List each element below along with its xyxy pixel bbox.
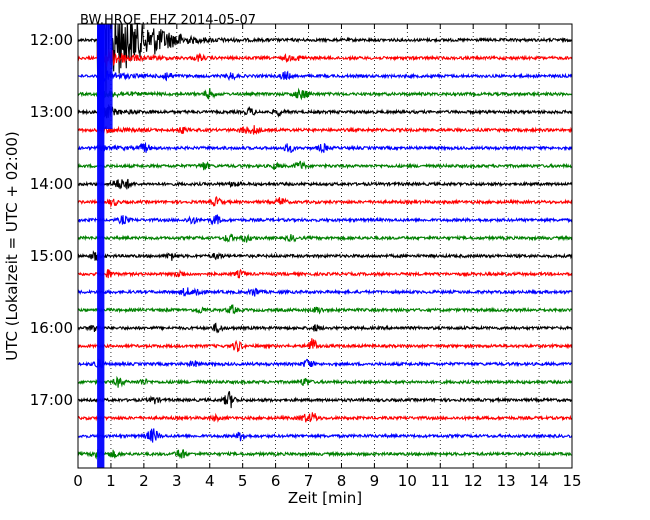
y-tick-label: 17:00 [30,391,73,409]
trace-15:00 [78,250,572,261]
trace-14:00 [78,178,572,190]
event-clipped-signal-top [97,24,113,129]
trace-14:45 [78,233,572,243]
trace-15:45 [78,304,572,315]
traces [78,24,572,468]
trace-14:15 [78,195,572,209]
event-clipped-signal [97,24,105,468]
y-tick-label: 15:00 [30,247,73,265]
trace-13:45 [78,160,572,171]
x-tick-label: 14 [530,472,549,490]
trace-16:45 [78,375,572,388]
y-tick-label: 13:00 [30,103,73,121]
chart-title: BW.HROE..EHZ 2014-05-07 [80,13,256,28]
trace-14:30 [78,214,572,226]
x-tick-label: 5 [238,472,248,490]
trace-17:15 [78,412,572,423]
x-axis-ticks: 0 1 2 3 4 5 6 7 8 9 10 11 12 13 14 15 [73,24,582,490]
trace-17:45 [78,449,572,460]
trace-12:45 [78,87,572,101]
x-tick-label: 7 [304,472,314,490]
y-tick-label: 16:00 [30,319,73,337]
x-tick-label: 11 [431,472,450,490]
x-tick-label: 1 [106,472,116,490]
x-tick-label: 3 [172,472,182,490]
trace-16:30 [78,357,572,369]
y-tick-label: 12:00 [30,31,73,49]
trace-17:30 [78,428,572,443]
trace-13:00 [78,103,572,119]
trace-16:00 [78,322,572,334]
trace-13:30 [78,141,572,154]
x-tick-label: 0 [73,472,83,490]
y-tick-label: 14:00 [30,175,73,193]
x-tick-label: 4 [205,472,215,490]
trace-15:15 [78,268,572,279]
trace-15:30 [78,287,572,297]
y-axis-label: UTC (Lokalzeit = UTC + 02:00) [3,131,21,361]
trace-17:00 [78,390,572,409]
plot-frame [77,23,573,469]
y-axis-ticks: 12:00 13:00 14:00 15:00 16:00 17:00 [30,31,572,409]
x-axis-label: Zeit [min] [288,489,362,507]
x-tick-label: 2 [139,472,149,490]
x-tick-label: 8 [337,472,347,490]
x-tick-label: 6 [271,472,281,490]
x-tick-label: 12 [464,472,483,490]
x-tick-label: 15 [562,472,581,490]
x-tick-label: 10 [398,472,417,490]
x-tick-label: 13 [497,472,516,490]
x-tick-label: 9 [370,472,380,490]
trace-12:30 [78,69,572,83]
trace-12:00 [78,24,572,94]
trace-16:15 [78,338,572,353]
trace-12:15 [78,43,572,72]
trace-13:15 [78,125,572,135]
